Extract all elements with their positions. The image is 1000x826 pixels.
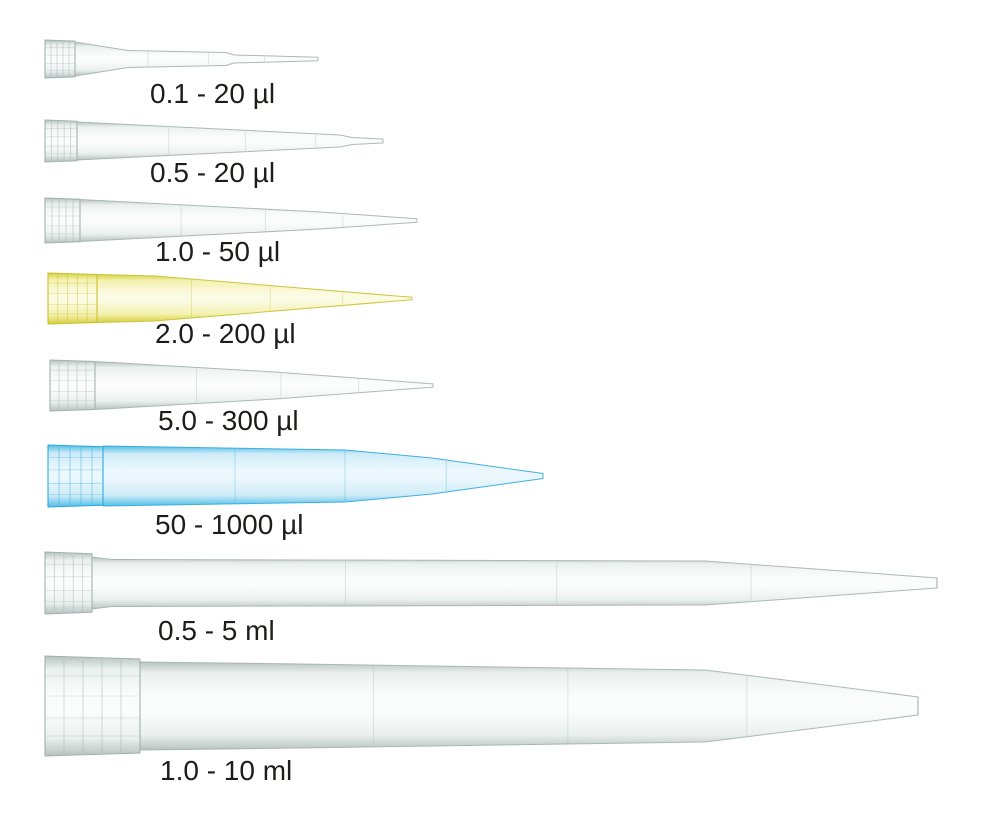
pipette-tip-image (44, 655, 919, 757)
pipette-tip-image (44, 119, 384, 163)
volume-range-label: 0.1 - 20 µl (150, 78, 276, 109)
pipette-tip-image (44, 196, 418, 244)
volume-range-label: 0.5 - 5 ml (158, 615, 275, 646)
pipette-tip-image (49, 358, 434, 412)
pipette-tip-image (44, 39, 319, 79)
volume-range-label: 1.0 - 10 ml (160, 755, 293, 786)
volume-range-label: 2.0 - 200 µl (155, 318, 296, 349)
pipette-tip-image (47, 271, 413, 325)
volume-range-label: 50 - 1000 µl (155, 509, 304, 540)
volume-range-label: 1.0 - 50 µl (155, 236, 281, 267)
volume-range-label: 5.0 - 300 µl (158, 405, 299, 436)
pipette-tip-image (47, 444, 544, 508)
pipette-tip-image (44, 551, 938, 615)
volume-range-label: 0.5 - 20 µl (150, 157, 276, 188)
